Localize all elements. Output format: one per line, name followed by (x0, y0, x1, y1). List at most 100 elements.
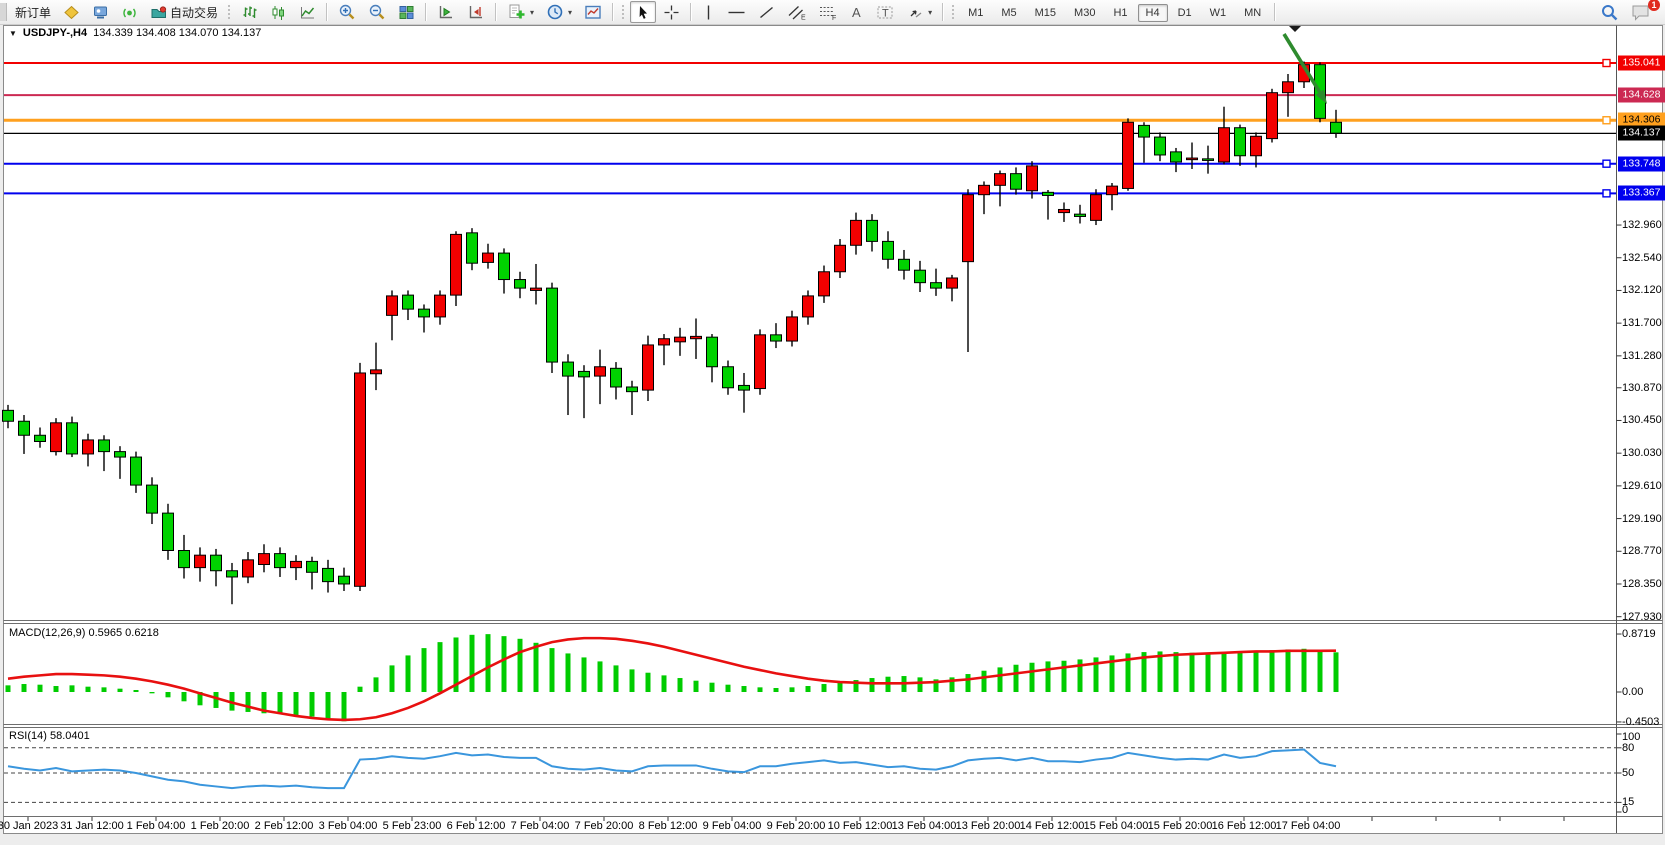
chart-shift-icon[interactable] (462, 1, 490, 23)
templates-button[interactable] (579, 1, 607, 23)
price-axis-label: 128.770 (1622, 545, 1662, 558)
crosshair-tool[interactable] (658, 1, 685, 23)
toolbar-drag-handle[interactable] (621, 4, 627, 20)
rsi-line (7, 748, 1337, 790)
timeframe-h4[interactable]: H4 (1137, 4, 1168, 22)
notification-badge: 1 (1648, 0, 1660, 11)
zoom-out-icon[interactable] (363, 1, 391, 23)
text-label-tool[interactable]: T (871, 1, 900, 23)
time-axis-label: 30 Jan 2023 (0, 820, 59, 832)
annotation-arrow[interactable] (1282, 33, 1327, 104)
time-axis-label: 7 Feb 20:00 (574, 820, 634, 832)
svg-text:A: A (852, 5, 861, 20)
auto-trading-label: 自动交易 (170, 5, 219, 20)
periods-button[interactable]: ▾ (541, 1, 577, 23)
rsi-axis-label: 100 (1622, 731, 1641, 743)
price-level-badge[interactable]: 134.306 (1618, 112, 1665, 128)
horizontal-line-tool[interactable] (722, 1, 751, 23)
svg-text:F: F (832, 15, 836, 21)
timeframe-h1[interactable]: H1 (1113, 7, 1128, 19)
zoom-in-icon[interactable] (333, 1, 361, 23)
rsi-axis-label: 80 (1622, 741, 1635, 754)
candlestick-chart-icon[interactable] (265, 1, 292, 23)
new-order-button[interactable]: 新订单 (10, 1, 56, 23)
timeframe-group: M1 M5 M15 M30 H1 H4 D1 W1 MN (959, 4, 1270, 22)
timeframe-m30[interactable]: M30 (1074, 7, 1096, 19)
trendline-tool[interactable] (753, 1, 780, 23)
toolbar-drag-handle[interactable] (227, 4, 233, 20)
timeframe-d1[interactable]: D1 (1177, 7, 1192, 19)
macd-axis-label: -0.4503 (1622, 715, 1660, 728)
time-axis-label: 8 Feb 12:00 (638, 820, 698, 832)
toolbar-edge (0, 3, 7, 21)
template-icon (585, 5, 601, 19)
svg-text:E: E (801, 14, 806, 21)
time-axis-label: 17 Feb 04:00 (1275, 820, 1341, 832)
tile-windows-icon[interactable] (393, 1, 420, 23)
trader-terminal-icon[interactable] (87, 1, 114, 23)
price-axis-label: 130.030 (1622, 447, 1662, 460)
macd-axis-label: 0.8719 (1622, 628, 1656, 641)
cursor-tool[interactable] (630, 1, 657, 23)
timeframe-w1[interactable]: W1 (1209, 7, 1227, 19)
toolbar-separator (1274, 3, 1277, 21)
timeframe-mn[interactable]: MN (1244, 7, 1262, 19)
symbol-period-label: USDJPY-,H4 (22, 27, 88, 39)
price-axis-label: 130.870 (1622, 381, 1662, 394)
chat-button[interactable]: 1 (1626, 0, 1660, 23)
time-axis-label: 14 Feb 12:00 (1019, 820, 1085, 832)
price-level-badge[interactable]: 134.628 (1618, 87, 1665, 103)
auto-trading-button[interactable]: 自动交易 (145, 1, 223, 23)
new-order-label: 新订单 (15, 5, 52, 20)
toolbar-separator (495, 3, 498, 21)
axis-ticks (27, 224, 1622, 821)
time-axis-label: 15 Feb 20:00 (1147, 820, 1213, 832)
market-diamond-icon[interactable] (58, 1, 85, 23)
fibonacci-tool[interactable]: F (813, 1, 842, 23)
timeframe-m1[interactable]: M1 (968, 7, 984, 19)
price-level-badge[interactable]: 133.748 (1618, 156, 1665, 172)
toolbar-separator (425, 3, 428, 21)
time-axis-label: 6 Feb 12:00 (446, 820, 506, 832)
search-icon[interactable] (1595, 1, 1624, 23)
price-axis-label: 128.350 (1622, 577, 1662, 590)
price-axis-label: 129.190 (1622, 512, 1662, 525)
toolbar-separator (612, 3, 615, 21)
toolbar-drag-handle[interactable] (951, 4, 957, 20)
price-level-badge[interactable]: 133.367 (1618, 185, 1665, 201)
chevron-down-icon: ▾ (530, 7, 535, 17)
timeframe-m15[interactable]: M15 (1034, 7, 1057, 19)
price-level-badge[interactable]: 134.137 (1618, 125, 1665, 141)
macd-signal-line (7, 636, 1337, 722)
timeframe-m5[interactable]: M5 (1001, 7, 1017, 19)
time-axis-label: 31 Jan 12:00 (60, 820, 124, 832)
indicators-button[interactable]: ▾ (502, 1, 539, 23)
indicators-icon (509, 4, 525, 19)
auto-scroll-icon[interactable] (432, 1, 460, 23)
time-axis-label: 1 Feb 04:00 (126, 820, 186, 832)
time-axis-label: 15 Feb 04:00 (1083, 820, 1149, 832)
horizontal-level-lines[interactable] (4, 58, 1616, 198)
price-axis-label: 132.120 (1622, 284, 1662, 297)
time-axis-label: 9 Feb 04:00 (702, 820, 762, 832)
price-level-badge[interactable]: 135.041 (1618, 55, 1665, 71)
chevron-down-icon[interactable]: ▼ (9, 28, 17, 38)
vertical-line-tool[interactable] (697, 1, 720, 23)
text-tool[interactable]: A (844, 1, 869, 23)
macd-axis-label: 0.00 (1622, 686, 1644, 698)
time-axis-label: 10 Feb 12:00 (827, 820, 893, 832)
auto-trading-icon (151, 5, 167, 18)
arrows-tool[interactable]: ▾ (902, 1, 937, 23)
equidistant-channel-tool[interactable]: E (782, 1, 811, 23)
price-axis-label: 131.700 (1622, 317, 1662, 330)
chevron-down-icon: ▾ (568, 7, 573, 17)
line-chart-icon[interactable] (294, 1, 321, 23)
chevron-down-icon: ▾ (928, 7, 933, 17)
time-axis-label: 2 Feb 12:00 (254, 820, 314, 832)
bar-chart-icon[interactable] (236, 1, 263, 23)
signal-icon[interactable] (116, 1, 143, 23)
chart-shift-marker[interactable] (1289, 26, 1301, 32)
